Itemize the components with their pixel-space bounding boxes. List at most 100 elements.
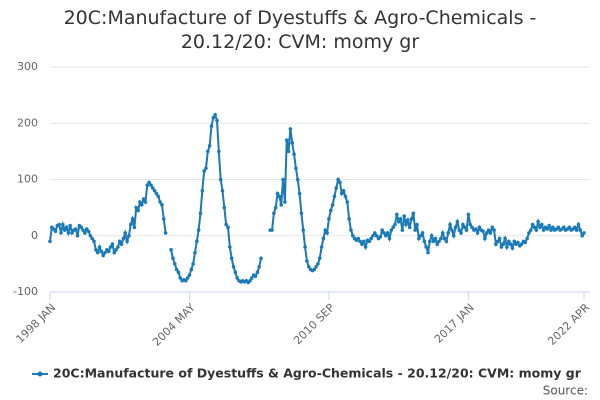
point-marker bbox=[574, 228, 579, 232]
x-tick-label: 2022 APR bbox=[545, 301, 592, 348]
point-marker bbox=[152, 188, 157, 193]
legend-label: 20C:Manufacture of Dyestuffs & Agro-Chem… bbox=[53, 366, 582, 381]
point-marker bbox=[90, 236, 95, 241]
point-marker bbox=[119, 242, 124, 246]
point-marker bbox=[139, 203, 144, 207]
point-marker bbox=[207, 143, 212, 148]
point-marker bbox=[556, 225, 561, 230]
point-marker bbox=[475, 231, 480, 235]
point-marker bbox=[442, 236, 447, 241]
point-marker bbox=[160, 203, 164, 207]
point-marker bbox=[128, 222, 133, 227]
point-marker bbox=[189, 267, 194, 272]
point-marker bbox=[461, 222, 465, 227]
point-marker bbox=[343, 194, 348, 199]
point-marker bbox=[295, 177, 300, 182]
x-tick-label: 2010 SEP bbox=[291, 301, 337, 347]
point-marker bbox=[149, 183, 153, 187]
point-marker bbox=[429, 233, 434, 238]
point-marker bbox=[385, 231, 390, 235]
point-marker bbox=[323, 228, 328, 232]
point-marker bbox=[316, 262, 320, 266]
point-marker bbox=[525, 236, 529, 241]
point-marker bbox=[532, 225, 537, 230]
point-marker bbox=[398, 217, 403, 221]
point-marker bbox=[123, 231, 128, 235]
point-marker bbox=[299, 211, 304, 216]
point-marker bbox=[154, 191, 159, 196]
point-marker bbox=[363, 245, 368, 249]
point-marker bbox=[75, 233, 80, 238]
point-marker bbox=[341, 188, 346, 193]
point-marker bbox=[490, 225, 495, 230]
point-marker bbox=[226, 225, 230, 230]
point-marker bbox=[286, 149, 291, 154]
y-tick-label: 300 bbox=[17, 60, 38, 73]
point-marker bbox=[516, 240, 520, 245]
point-marker bbox=[127, 233, 131, 238]
point-marker bbox=[195, 239, 199, 244]
point-marker bbox=[290, 141, 295, 145]
point-marker bbox=[457, 228, 462, 232]
point-marker bbox=[279, 203, 284, 207]
point-marker bbox=[378, 235, 383, 239]
point-marker bbox=[169, 248, 173, 252]
point-marker bbox=[389, 228, 394, 232]
point-marker bbox=[483, 236, 487, 241]
point-marker bbox=[130, 217, 135, 221]
point-marker bbox=[288, 127, 293, 131]
point-marker bbox=[301, 228, 306, 232]
x-tick-label: 1998 JAN bbox=[13, 301, 58, 346]
point-marker bbox=[426, 250, 430, 255]
point-marker bbox=[275, 191, 280, 196]
point-marker bbox=[73, 227, 78, 231]
point-marker bbox=[439, 236, 443, 241]
point-marker bbox=[413, 228, 417, 232]
point-marker bbox=[519, 242, 524, 246]
point-marker bbox=[418, 233, 423, 238]
point-marker bbox=[183, 278, 188, 283]
x-tick-label: 2017 JAN bbox=[432, 301, 477, 346]
point-marker bbox=[406, 218, 410, 222]
point-marker bbox=[163, 231, 168, 235]
point-marker bbox=[420, 231, 425, 235]
point-marker bbox=[294, 166, 298, 171]
point-marker bbox=[259, 256, 263, 261]
point-marker bbox=[319, 245, 324, 249]
point-marker bbox=[112, 250, 117, 255]
point-marker bbox=[455, 219, 460, 224]
point-marker bbox=[451, 233, 456, 238]
point-marker bbox=[161, 217, 166, 221]
y-tick-label: 200 bbox=[17, 116, 38, 129]
point-marker bbox=[361, 239, 366, 244]
point-marker bbox=[145, 183, 150, 187]
point-marker bbox=[206, 149, 210, 154]
point-marker bbox=[393, 222, 397, 227]
point-marker bbox=[330, 203, 335, 207]
point-marker bbox=[501, 242, 506, 246]
point-marker bbox=[407, 225, 412, 230]
point-marker bbox=[459, 231, 463, 235]
point-marker bbox=[395, 212, 399, 217]
point-marker bbox=[360, 242, 364, 246]
series-line bbox=[49, 112, 585, 284]
point-marker bbox=[70, 231, 74, 235]
point-marker bbox=[380, 228, 384, 232]
point-marker bbox=[250, 276, 254, 280]
point-marker bbox=[433, 236, 438, 241]
point-marker bbox=[384, 233, 388, 238]
point-marker bbox=[81, 228, 85, 232]
point-marker bbox=[97, 245, 102, 249]
point-marker bbox=[328, 208, 333, 213]
y-tick-label: 100 bbox=[17, 173, 38, 186]
point-marker bbox=[305, 259, 309, 263]
point-marker bbox=[147, 180, 151, 185]
point-marker bbox=[338, 180, 342, 185]
source: Source: bbox=[543, 384, 588, 398]
point-marker bbox=[538, 225, 542, 230]
point-marker bbox=[125, 239, 129, 244]
point-marker bbox=[484, 231, 489, 235]
point-marker bbox=[233, 270, 238, 275]
point-marker bbox=[422, 239, 427, 244]
